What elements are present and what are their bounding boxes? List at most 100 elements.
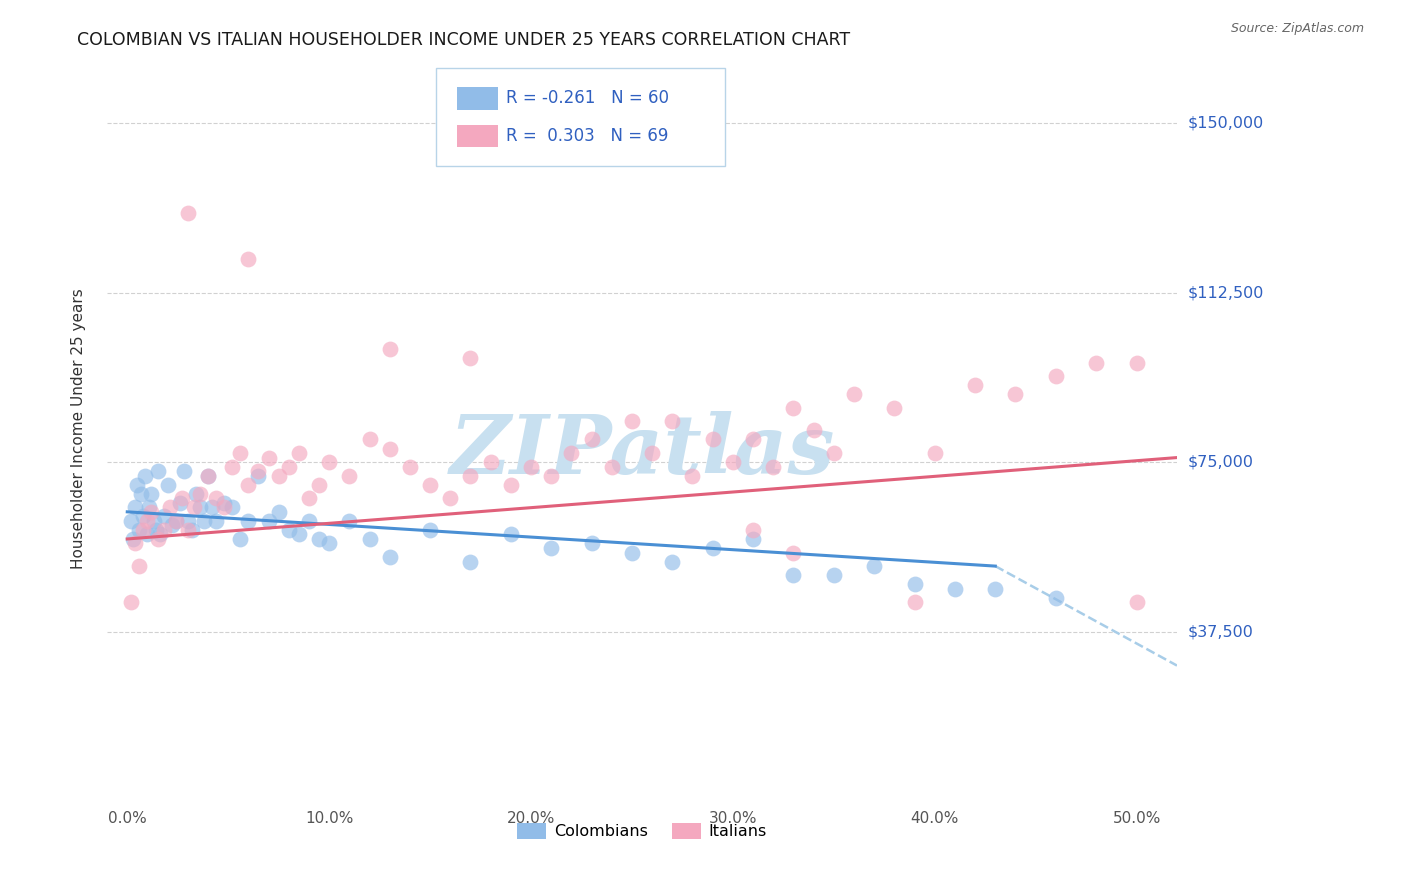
Point [277, 459, 299, 474]
Point [318, 455, 340, 469]
Point [1125, 356, 1147, 370]
Point [460, 351, 482, 365]
Legend: Colombians, Italians: Colombians, Italians [510, 816, 773, 846]
Point [205, 514, 228, 528]
Point [1004, 387, 1026, 401]
Point [257, 514, 280, 528]
Point [201, 500, 224, 515]
Point [177, 514, 200, 528]
Point [197, 468, 219, 483]
Point [138, 500, 160, 515]
Point [132, 523, 155, 537]
Y-axis label: Householder Income Under 25 years: Householder Income Under 25 years [72, 288, 86, 568]
Point [193, 514, 215, 528]
Point [136, 527, 159, 541]
Point [661, 414, 683, 428]
Point [540, 468, 562, 483]
Point [267, 468, 290, 483]
Point [520, 459, 543, 474]
Text: Source: ZipAtlas.com: Source: ZipAtlas.com [1230, 22, 1364, 36]
Point [1125, 595, 1147, 609]
Point [419, 523, 441, 537]
Point [247, 464, 270, 478]
Point [170, 491, 193, 506]
Point [146, 532, 169, 546]
Point [308, 477, 330, 491]
Point [184, 487, 207, 501]
Point [141, 487, 163, 501]
Point [188, 500, 211, 515]
Point [165, 514, 187, 528]
Text: $150,000: $150,000 [1188, 115, 1264, 130]
Point [142, 514, 165, 528]
FancyBboxPatch shape [457, 125, 498, 147]
Point [177, 206, 200, 220]
Point [641, 446, 664, 460]
Point [439, 491, 461, 506]
Point [337, 468, 360, 483]
Point [159, 500, 181, 515]
Point [661, 555, 683, 569]
Point [183, 500, 205, 515]
Point [742, 532, 765, 546]
Point [247, 468, 270, 483]
Point [288, 527, 311, 541]
Point [540, 541, 562, 555]
Point [160, 518, 183, 533]
Point [581, 536, 603, 550]
Point [924, 446, 946, 460]
Point [943, 582, 966, 596]
Point [782, 401, 804, 415]
Point [378, 442, 401, 456]
Point [288, 446, 311, 460]
Point [229, 532, 252, 546]
Point [702, 433, 724, 447]
Point [180, 523, 202, 537]
Point [1085, 356, 1108, 370]
Point [479, 455, 502, 469]
Point [146, 464, 169, 478]
Point [238, 252, 260, 266]
Point [134, 468, 156, 483]
Point [782, 545, 804, 559]
Point [128, 523, 150, 537]
Point [229, 446, 252, 460]
Point [131, 487, 153, 501]
Point [359, 532, 381, 546]
Point [136, 514, 159, 528]
Point [122, 532, 145, 546]
Point [205, 491, 228, 506]
Point [197, 468, 219, 483]
Point [212, 500, 235, 515]
Point [318, 536, 340, 550]
Point [257, 450, 280, 465]
Text: $37,500: $37,500 [1188, 624, 1254, 640]
Point [128, 559, 150, 574]
Point [842, 387, 865, 401]
Point [152, 523, 174, 537]
Point [742, 433, 765, 447]
Point [742, 523, 765, 537]
Point [419, 477, 441, 491]
Text: R =  0.303   N = 69: R = 0.303 N = 69 [506, 127, 668, 145]
Point [277, 523, 299, 537]
Point [1045, 591, 1067, 605]
Point [903, 595, 925, 609]
Point [298, 514, 321, 528]
Text: ZIPatlas: ZIPatlas [450, 410, 835, 491]
Point [721, 455, 744, 469]
Point [238, 514, 260, 528]
Point [682, 468, 704, 483]
Point [124, 536, 146, 550]
Point [863, 559, 886, 574]
Point [803, 424, 825, 438]
Point [378, 342, 401, 356]
FancyBboxPatch shape [436, 68, 725, 166]
Point [399, 459, 422, 474]
Point [152, 509, 174, 524]
Point [165, 514, 187, 528]
Point [620, 545, 643, 559]
Point [148, 527, 170, 541]
Text: R = -0.261   N = 60: R = -0.261 N = 60 [506, 89, 669, 107]
Point [782, 568, 804, 582]
